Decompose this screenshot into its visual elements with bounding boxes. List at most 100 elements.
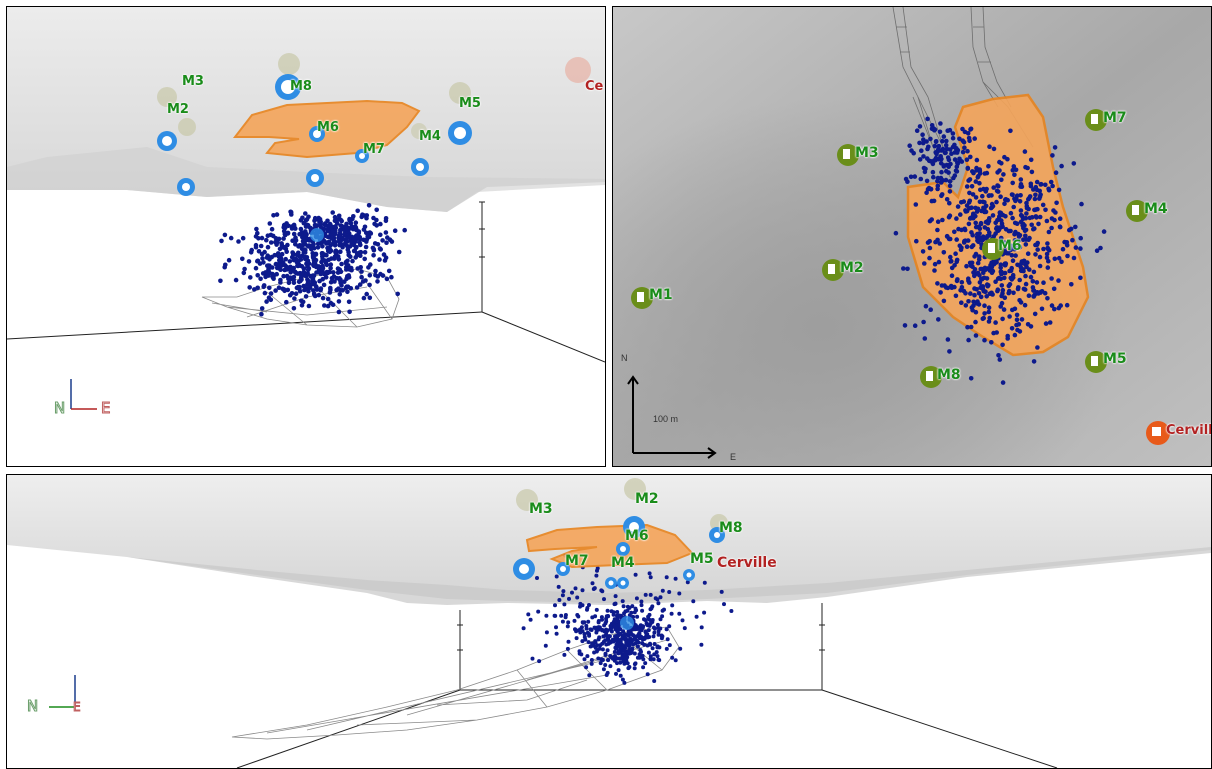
event-dot [282,231,288,237]
event-dot [276,285,282,291]
event-dot [295,258,300,264]
viewport-3d-side[interactable] [7,475,1211,768]
event-dot [1019,317,1025,322]
event-dot [1016,322,1022,327]
event-dot [919,148,924,153]
event-dot [612,602,617,607]
event-dot [622,680,627,685]
event-dot [615,661,619,666]
event-dot [596,637,601,642]
event-dot [236,239,241,244]
event-dot [1037,196,1042,201]
event-dot [620,599,625,604]
event-dot [991,146,997,152]
event-dot [367,295,373,301]
event-dot [965,148,970,154]
event-dot [1011,204,1016,210]
station-label-m1: M1 [649,287,673,303]
event-dot [1038,182,1044,187]
event-dot [973,333,979,338]
event-dot [1056,278,1061,283]
station-label-m3: M3 [529,501,553,517]
event-dot [264,237,269,243]
event-dot [339,261,344,267]
event-dot [641,624,646,629]
event-dot [261,284,266,290]
event-dot [952,173,958,178]
event-dot [941,134,947,139]
event-dot [612,654,617,658]
event-dot [655,644,660,649]
event-dot [982,337,987,343]
event-dot [1050,153,1055,158]
event-dot [353,255,359,260]
event-dot [958,212,963,217]
event-dot [364,291,370,297]
event-dot [598,661,603,666]
viewport-3d-oblique[interactable] [7,7,605,466]
event-dot [247,285,252,290]
station-label-m8: M8 [719,520,743,536]
view-panel-side[interactable]: M3 M2 M8 M6 M7 M4 M5 Cerville N E [6,474,1212,769]
event-dot [626,649,631,654]
event-dot [677,591,682,596]
event-dot [332,214,338,220]
event-dot [599,657,604,662]
event-dot [954,146,959,152]
event-dot [530,656,535,661]
event-dot [1000,380,1006,385]
event-dot [968,127,973,132]
event-dot [1029,215,1035,220]
event-dot [354,244,359,250]
event-dot [1009,243,1015,249]
event-dot [605,648,610,653]
event-dot [355,208,361,214]
event-dot [947,349,952,354]
event-dot [346,250,351,255]
event-dot [986,319,992,324]
event-dot [977,180,982,186]
event-dot [353,225,359,230]
event-dot [938,121,943,126]
event-dot [985,283,990,289]
viewport-plan[interactable] [613,7,1211,466]
event-dot [670,603,675,608]
event-dot [299,246,305,252]
event-dot [219,238,224,244]
event-dot [1007,288,1012,294]
event-dot [355,266,361,271]
event-dot [1005,156,1010,162]
event-dot [320,256,325,262]
event-dot [616,668,621,673]
event-dot [633,636,638,641]
event-dot [325,296,331,302]
event-dot [323,274,329,280]
event-dot [935,281,940,286]
event-dot [935,237,940,243]
event-dot [1059,259,1064,265]
event-dot [618,660,623,665]
event-dot [948,254,953,260]
axis-label-east: E [100,399,111,417]
event-dot [939,169,944,175]
event-dot [241,270,247,276]
event-dot [1018,212,1024,218]
axis-triad [49,675,76,708]
event-dot [1049,303,1055,308]
event-dot [1053,170,1059,175]
view-panel-plan[interactable]: M1 M2 M3 M4 M5 M6 M7 M8 Cerville N 100 m… [612,6,1212,467]
event-dot [645,632,650,637]
event-dot [1044,255,1050,260]
event-dot [1071,161,1077,166]
town-label: Ce [585,79,604,94]
event-dot [912,323,918,329]
event-dot [389,274,394,280]
event-dot [918,176,924,182]
event-dot [575,613,580,617]
event-dot [582,620,587,625]
event-dot [1036,221,1041,227]
event-dot [961,199,967,204]
event-dot [265,263,270,269]
event-dot [997,168,1002,173]
view-panel-oblique[interactable]: M3 M2 M8 M5 M6 M4 M7 Ce N E [6,6,606,467]
